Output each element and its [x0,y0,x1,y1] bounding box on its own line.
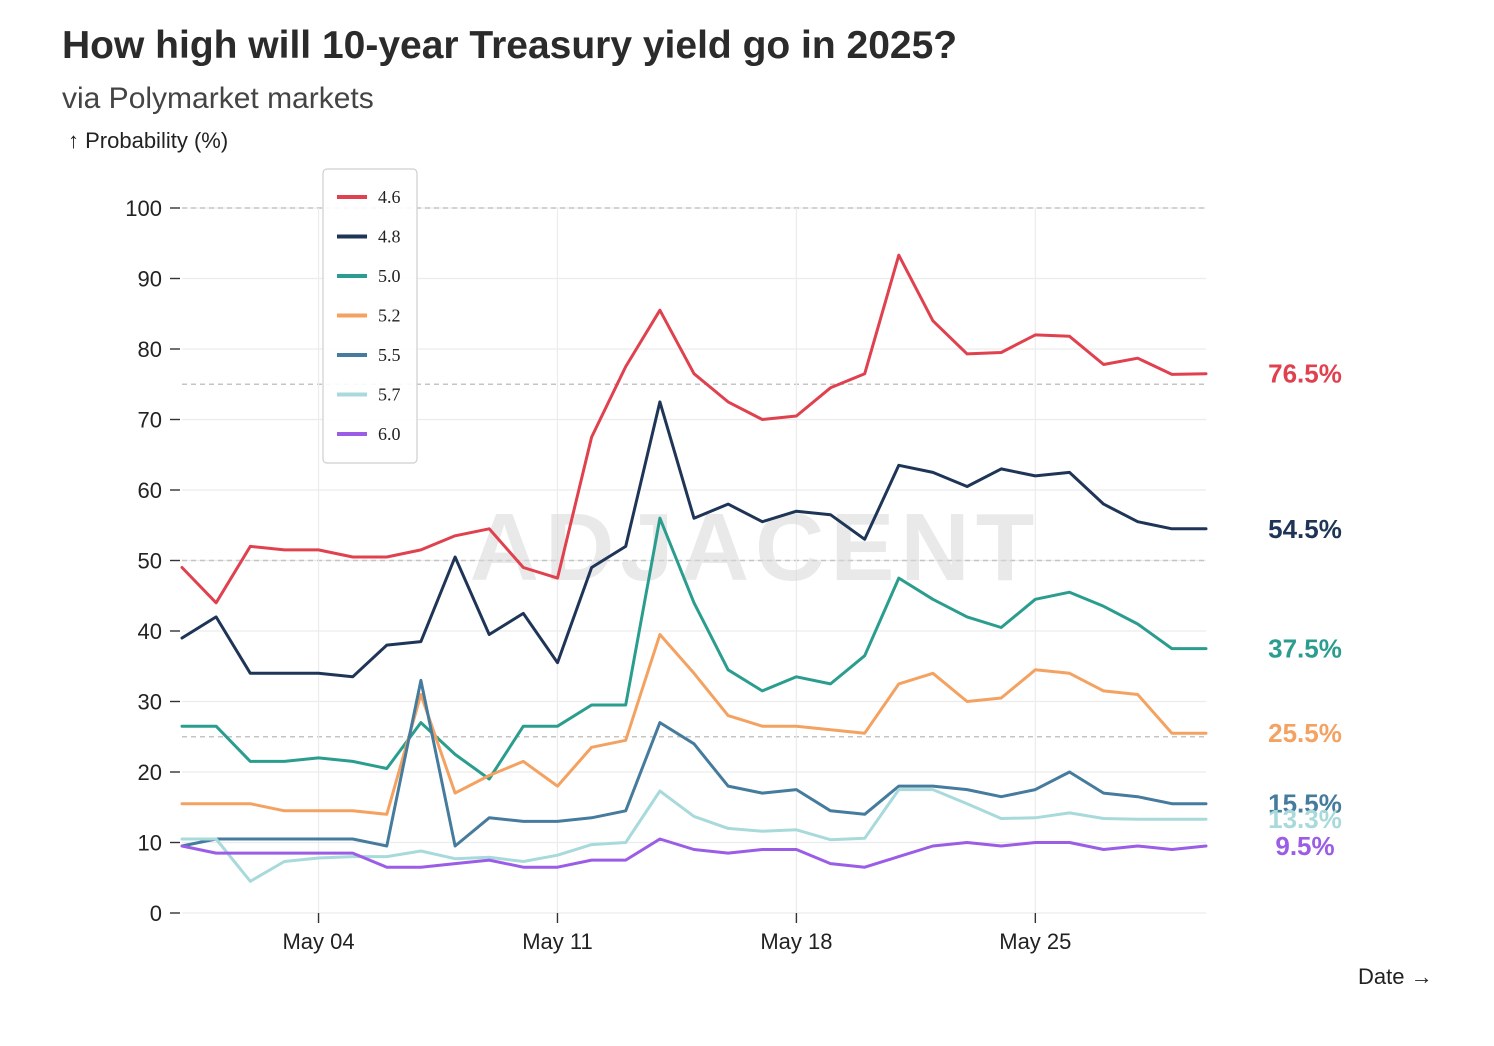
legend-label: 4.8 [378,227,401,247]
watermark: ADJACENT [470,494,1041,601]
y-tick-label: 50 [138,549,162,574]
y-tick-label: 20 [138,760,162,785]
y-tick-label: 80 [138,337,162,362]
end-labels: 76.5% 54.5% 37.5% 25.5% 15.5%13.3%9.5% [1268,359,1342,861]
y-tick-label: 100 [125,196,162,221]
series-line-5-5 [180,678,1208,848]
end-label-5-7: 13.3% [1268,804,1342,834]
axes: 0 10 20 30 40 50 60 70 80 90 100 May 04 May 11 May 18… [125,196,1071,954]
series-line-5-7 [180,788,1208,883]
x-tick-label: May 11 [522,929,593,954]
end-label-4-8: 54.5% [1268,514,1342,544]
y-tick-label: 10 [138,831,162,856]
y-tick-label: 0 [150,901,162,926]
end-label-5-2: 25.5% [1268,718,1342,748]
legend-label: 5.2 [378,306,401,326]
y-tick-label: 60 [138,478,162,503]
chart-subtitle: via Polymarket markets [62,82,374,115]
x-tick-label: May 25 [999,929,1071,954]
y-axis-label: ↑ Probability (%) [68,128,229,153]
series-lines [180,253,1208,883]
y-tick-label: 70 [138,408,162,433]
series-line-4-6 [180,253,1208,605]
y-tick-label: 40 [138,619,162,644]
legend-label: 4.6 [378,187,401,207]
legend-label: 5.7 [378,385,401,405]
series-line-4-8 [180,400,1208,679]
x-tick-label: May 04 [282,929,354,954]
series-line-5-0 [180,516,1208,781]
legend-label: 5.0 [378,266,401,286]
x-tick-label: May 18 [760,929,832,954]
legend-label: 6.0 [378,424,401,444]
series-line-5-2 [180,633,1208,816]
y-tick-label: 90 [138,267,162,292]
end-label-6-0: 9.5% [1275,831,1334,861]
legend-box [322,168,418,464]
end-label-5-0: 37.5% [1268,634,1342,664]
legend: 4.6 4.8 5.0 5.2 5.5 5.7 6.0 [322,168,418,464]
y-tick-label: 30 [138,690,162,715]
legend-label: 5.5 [378,345,401,365]
x-axis-label: Date → [1358,964,1433,989]
chart-title: How high will 10-year Treasury yield go … [62,24,958,67]
end-label-4-6: 76.5% [1268,359,1342,389]
series-line-6-0 [180,837,1208,869]
end-label-5-5: 15.5% [1268,789,1342,819]
